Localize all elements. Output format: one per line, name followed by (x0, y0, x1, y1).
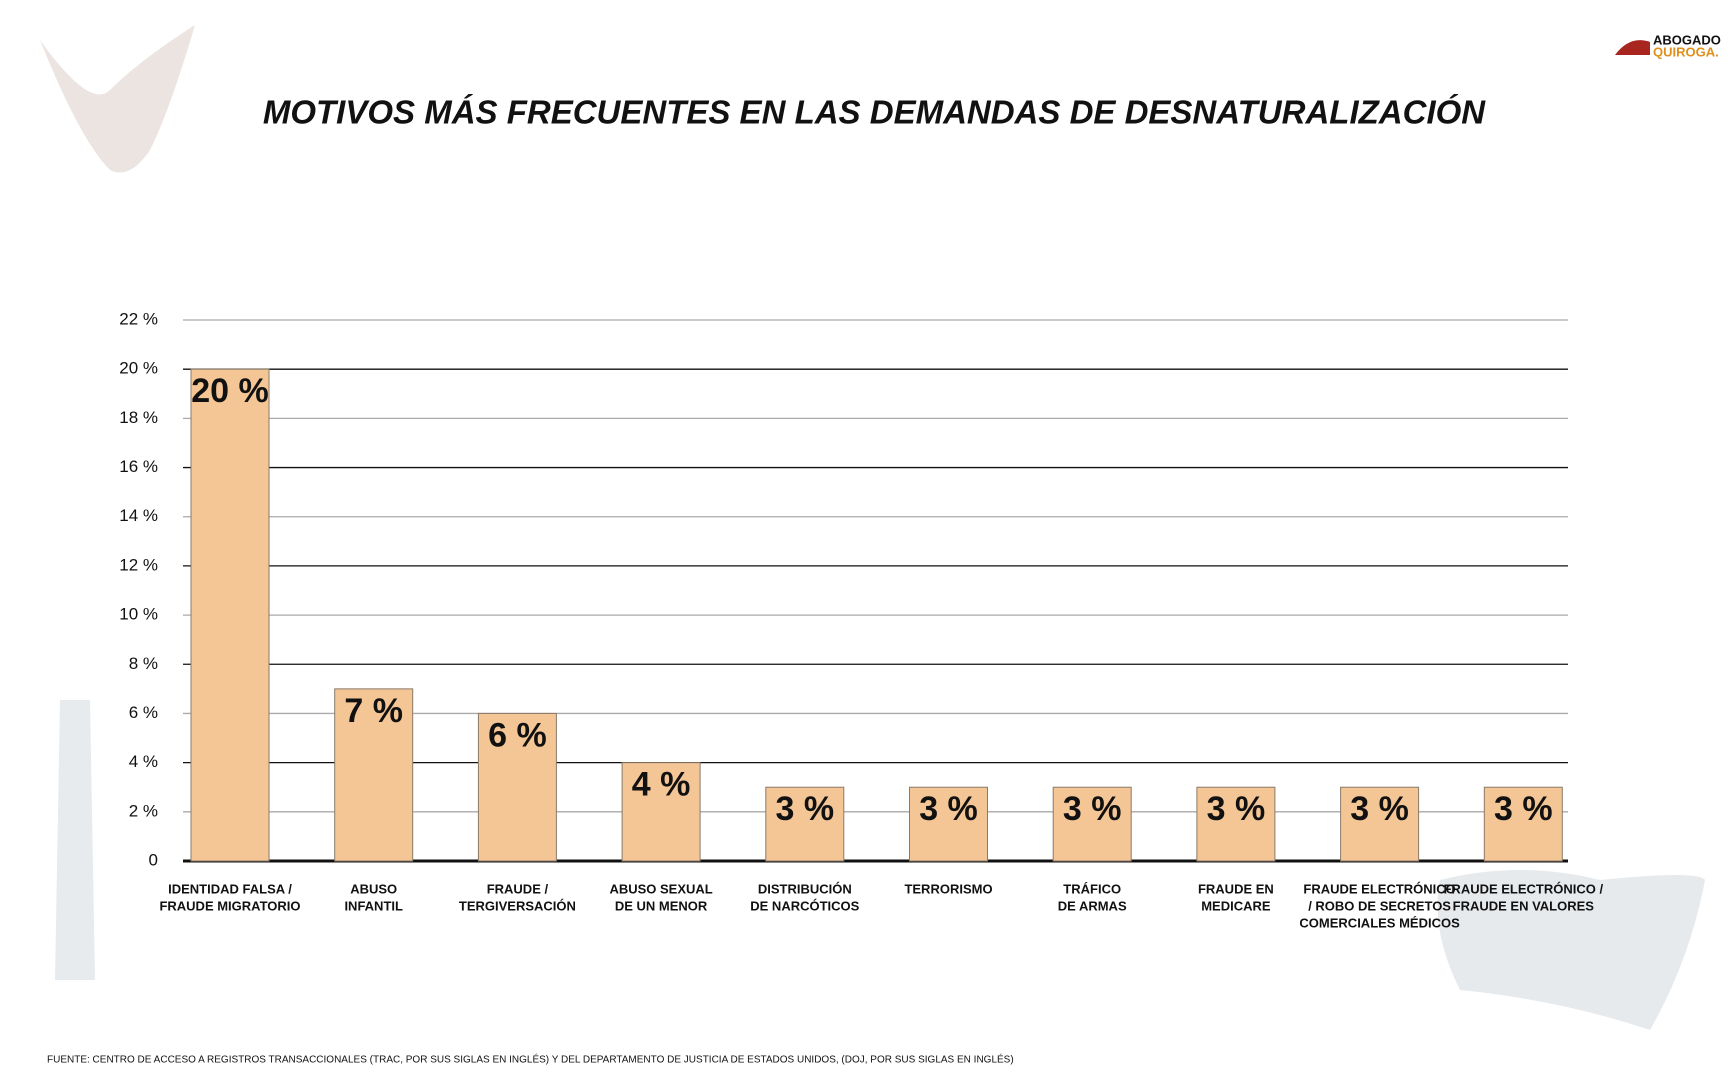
bar (334, 688, 414, 862)
y-tick-label: 4 % (129, 752, 158, 771)
bar (1340, 786, 1420, 862)
x-tick-label: / ROBO DE SECRETOS (1308, 898, 1451, 913)
x-tick-label: FRAUDE ELECTRÓNICO (1303, 881, 1455, 896)
value-label: 4 % (632, 766, 691, 804)
value-label: 3 % (1494, 790, 1553, 828)
logo-line-2: QUIROGA. (1653, 44, 1719, 59)
x-tick-label: DISTRIBUCIÓN (758, 881, 852, 896)
value-label: 7 % (344, 692, 403, 730)
y-tick-label: 22 % (119, 309, 158, 328)
x-tick-label: IDENTIDAD FALSA / (168, 881, 292, 896)
x-tick-label: FRAUDE EN (1198, 881, 1274, 896)
decoration (40, 25, 1705, 1030)
y-tick-label: 6 % (129, 703, 158, 722)
x-tick-label: ABUSO SEXUAL (609, 881, 712, 896)
x-tick-label: INFANTIL (344, 898, 403, 913)
bar (1483, 786, 1563, 862)
x-tick-label: DE UN MENOR (615, 898, 708, 913)
bar (765, 786, 845, 862)
bar (1196, 786, 1276, 862)
value-label: 3 % (1063, 790, 1122, 828)
x-tick-label: DE ARMAS (1058, 898, 1127, 913)
chart-title: MOTIVOS MÁS FRECUENTES EN LAS DEMANDAS D… (263, 94, 1486, 131)
x-tick-label: FRAUDE MIGRATORIO (159, 898, 300, 913)
x-tick-label: FRAUDE ELECTRÓNICO / (1443, 881, 1603, 896)
x-tick-label: FRAUDE EN VALORES (1453, 898, 1595, 913)
bar (621, 762, 701, 862)
y-tick-label: 10 % (119, 605, 158, 624)
bar (909, 786, 988, 862)
logo-line-1: ABOGADO (1653, 32, 1721, 47)
y-tick-label: 18 % (119, 408, 158, 427)
y-tick-label: 20 % (119, 359, 158, 378)
y-tick-label: 12 % (119, 555, 158, 574)
source: FUENTE: CENTRO DE ACCESO A REGISTROS TRA… (47, 1053, 1014, 1066)
value-label: 3 % (1207, 790, 1266, 828)
y-tick-label: 0 (149, 850, 158, 869)
x-tick-label: ABUSO (350, 881, 397, 896)
value-label: 3 % (919, 790, 978, 828)
value-label: 3 % (776, 790, 835, 828)
y-tick-label: 16 % (119, 457, 158, 476)
y-tick-label: 14 % (119, 506, 158, 525)
y-tick-label: 2 % (129, 801, 158, 820)
value-label: 3 % (1350, 790, 1409, 828)
x-tick-label: FRAUDE / (487, 881, 549, 896)
value-label: 20 % (191, 372, 269, 410)
bar (190, 368, 270, 862)
y-tick-label: 8 % (129, 654, 158, 673)
bar (1052, 786, 1132, 862)
x-tick-label: DE NARCÓTICOS (750, 898, 859, 913)
logo: ABOGADO QUIROGA. (1615, 32, 1721, 59)
x-tick-label: TERGIVERSACIÓN (459, 898, 576, 913)
x-tick-label: TRÁFICO (1063, 881, 1121, 896)
x-tick-label: COMERCIALES MÉDICOS (1299, 915, 1460, 930)
x-tick-label: MEDICARE (1201, 898, 1271, 913)
bar (477, 712, 557, 862)
x-tick-label: TERRORISMO (904, 881, 992, 896)
value-label: 6 % (488, 716, 547, 754)
